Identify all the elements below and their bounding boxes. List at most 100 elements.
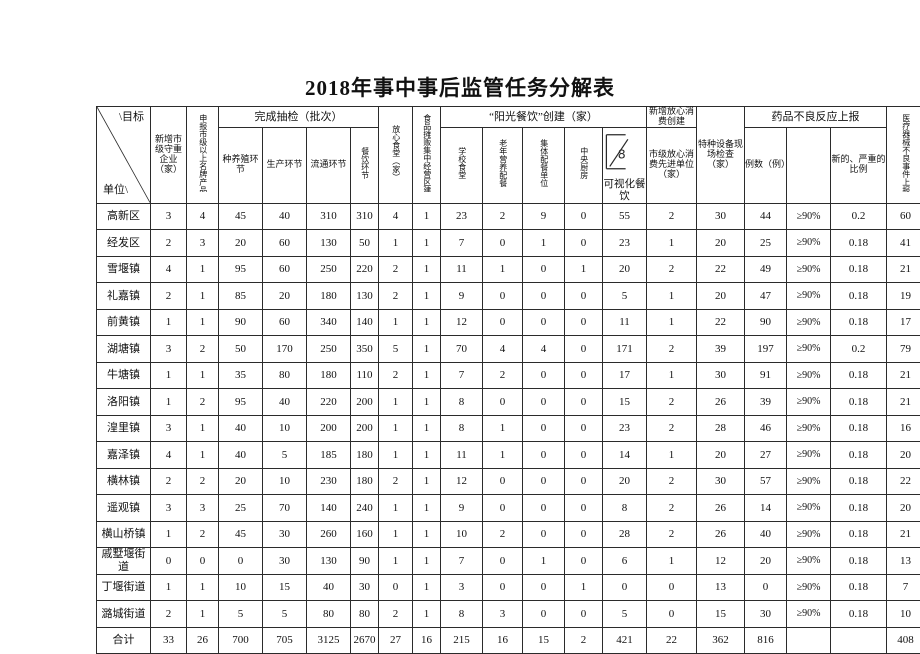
cell-c16: 47 [745,283,787,310]
cell-c15: 30 [697,362,745,389]
cell-c7: 2 [379,283,413,310]
cell-c11: 0 [523,362,565,389]
cell-c16: 27 [745,442,787,469]
cell-c9: 8 [441,601,483,628]
cell-c2: 1 [187,415,219,442]
header-sunshine-group: “阳光餐饮”创建（家） [441,107,647,128]
cell-c4: 60 [263,230,307,257]
row-unit-label: 湟里镇 [97,415,151,442]
cell-c8: 1 [413,336,441,363]
cell-c6: 220 [351,256,379,283]
corner-unit-label: 单位\ [103,184,128,196]
row-unit-label: 经发区 [97,230,151,257]
header-device-adr: 医疗器械不良事件上报例数 [887,107,920,204]
cell-c5: 340 [307,309,351,336]
cell-c3: 10 [219,574,263,601]
cell-c3: 95 [219,256,263,283]
cell-c3: 45 [219,203,263,230]
cell-c10: 0 [483,548,523,575]
cell-c10: 3 [483,601,523,628]
cell-c11: 0 [523,521,565,548]
cell-c7: 2 [379,601,413,628]
cell-c12: 0 [565,468,603,495]
cell-c17: ≥90% [787,574,831,601]
cell-c5: 250 [307,256,351,283]
cell-c4: 15 [263,574,307,601]
cell-c3: 35 [219,362,263,389]
cell-c16: 40 [745,521,787,548]
cell-c7: 2 [379,256,413,283]
cell-c1: 4 [151,256,187,283]
cell-c15: 39 [697,336,745,363]
cell-c4: 705 [263,627,307,654]
cell-c10: 16 [483,627,523,654]
cell-c10: 0 [483,309,523,336]
header-new-fangxin-unit: 市级放心消费先进单位（家） [647,127,697,203]
cell-c15: 15 [697,601,745,628]
cell-c10: 0 [483,389,523,416]
cell-c2: 4 [187,203,219,230]
cell-c19: 13 [887,548,920,575]
cell-c3: 700 [219,627,263,654]
cell-c16: 90 [745,309,787,336]
cell-c7: 1 [379,521,413,548]
cell-c19: 21 [887,256,920,283]
cell-c16: 20 [745,548,787,575]
cell-c3: 20 [219,230,263,257]
cell-c10: 0 [483,468,523,495]
cell-c9: 12 [441,309,483,336]
cell-c9: 11 [441,442,483,469]
cell-c8: 1 [413,468,441,495]
header-sampling-breeding: 种养殖环节 [219,127,263,203]
cell-c17: ≥90% [787,203,831,230]
cell-c9: 7 [441,548,483,575]
cell-c8: 1 [413,415,441,442]
cell-c18: 0.18 [831,495,887,522]
cell-c17: ≥90% [787,230,831,257]
cell-c10: 1 [483,442,523,469]
cell-c13: 5 [603,283,647,310]
cell-c2: 2 [187,336,219,363]
cell-c11: 4 [523,336,565,363]
cell-c19: 17 [887,309,920,336]
cell-c19: 408 [887,627,920,654]
cell-c1: 4 [151,442,187,469]
cell-c17: ≥90% [787,548,831,575]
header-sunshine-visual-catering: 8 可视化餐饮 [603,127,647,203]
header-drug-adr-blank [787,127,831,203]
cell-c15: 26 [697,521,745,548]
cell-c19: 22 [887,468,920,495]
corner-cell: \目标 单位\ [97,107,151,204]
cell-c18 [831,627,887,654]
cell-c17: ≥90% [787,389,831,416]
cell-c17: ≥90% [787,521,831,548]
cell-c3: 40 [219,442,263,469]
header-sampling-catering: 餐饮环节 [351,127,379,203]
header-sampling-group: 完成抽检（批次） [219,107,379,128]
cell-c15: 30 [697,468,745,495]
row-unit-label: 潞城街道 [97,601,151,628]
cell-c5: 180 [307,283,351,310]
cell-c19: 60 [887,203,920,230]
cell-c7: 1 [379,389,413,416]
header-drug-adr-group: 药品不良反应上报 [745,107,887,128]
cell-c12: 0 [565,309,603,336]
cell-c16: 44 [745,203,787,230]
cell-c8: 1 [413,230,441,257]
header-new-shoulong: 新增市级守重企业（家） [151,107,187,204]
task-breakdown-table: \目标 单位\ 新增市级守重企业（家） 申报市级以上名牌产品（新增） 完成抽检（… [96,106,920,654]
row-unit-label: 嘉泽镇 [97,442,151,469]
cell-c5: 200 [307,415,351,442]
cell-c14: 2 [647,203,697,230]
corner-target-label: \目标 [119,111,144,123]
cell-c12: 0 [565,548,603,575]
header-sunshine-group-meal-unit: 集体配餐单位 [523,127,565,203]
